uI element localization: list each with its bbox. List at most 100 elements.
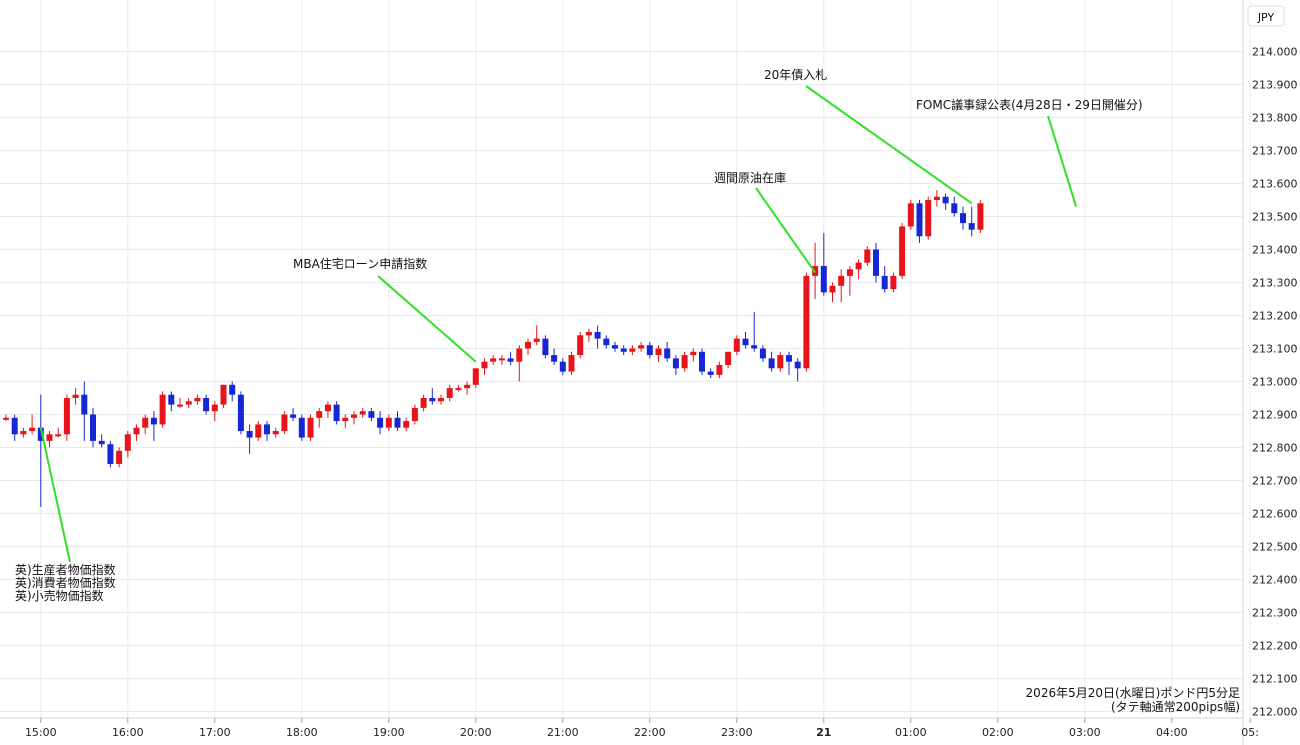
candle <box>629 345 636 356</box>
annotation-leader-line <box>755 187 816 274</box>
candle-body <box>394 417 401 428</box>
annotation-label: 英)小売物価指数 <box>15 588 104 603</box>
candle-body <box>90 414 96 441</box>
event-annotation: MBA住宅ローン申請指数 <box>293 256 477 363</box>
candle-body <box>281 414 288 431</box>
candle <box>846 266 853 296</box>
candle-body <box>681 355 688 369</box>
candle-body <box>342 417 349 422</box>
time-tick-label: 20:00 <box>460 726 492 739</box>
candle <box>290 407 297 422</box>
time-axis: 15:00 16:00 17:00 18:00 19:00 20:00 21:00 22:00… <box>25 718 1259 739</box>
candle-body <box>542 338 549 356</box>
candle <box>925 196 932 240</box>
candle <box>855 259 862 280</box>
time-tick-label: 21:00 <box>547 726 579 739</box>
candle-body <box>490 358 497 362</box>
candle-body <box>594 332 601 339</box>
candle-body <box>246 431 253 438</box>
candle-body <box>81 394 88 415</box>
candle <box>960 206 966 230</box>
price-tick-label: 213.300 <box>1252 277 1298 290</box>
candle-body <box>420 398 427 408</box>
candle <box>394 411 401 431</box>
time-tick-label: 17:00 <box>199 726 231 739</box>
candle <box>3 414 9 422</box>
candle <box>594 325 601 349</box>
price-tick-label: 212.800 <box>1252 442 1298 455</box>
candle-body <box>768 358 775 369</box>
candle-body <box>951 203 958 214</box>
candle <box>690 348 697 362</box>
candle <box>977 200 984 233</box>
candle-body <box>116 450 123 464</box>
candle <box>707 368 714 379</box>
candle <box>177 398 183 408</box>
annotation-leader-line <box>377 275 477 363</box>
candle-body <box>655 348 662 356</box>
candle-body <box>29 427 36 431</box>
candle <box>37 394 44 507</box>
candle-body <box>612 345 618 349</box>
annotation-label: 英)生産者物価指数 <box>15 562 116 577</box>
candle-body <box>472 368 479 385</box>
candle-body <box>255 424 262 438</box>
candle <box>150 411 157 441</box>
candle <box>255 421 262 441</box>
candle-body <box>890 275 897 290</box>
candle <box>498 355 505 365</box>
candle <box>542 335 549 359</box>
candle-body <box>699 351 705 372</box>
candle-body <box>803 275 810 369</box>
price-tick-label: 213.200 <box>1252 310 1298 323</box>
candle <box>507 351 514 365</box>
price-tick-label: 212.900 <box>1252 409 1298 422</box>
candle <box>907 200 914 230</box>
candle-body <box>672 358 679 369</box>
candle-body <box>551 355 558 362</box>
candle-body <box>525 341 531 349</box>
candle <box>533 325 540 346</box>
candle-body <box>829 285 836 293</box>
candle <box>672 355 679 375</box>
candle-body <box>585 332 592 336</box>
candle <box>464 381 471 395</box>
candle-body <box>916 203 923 237</box>
candle <box>655 345 662 362</box>
candle-body <box>690 351 697 356</box>
candle-body <box>533 338 540 342</box>
candle <box>46 431 53 448</box>
candle-body <box>72 394 79 398</box>
candle <box>777 351 784 372</box>
chart-caption-line2: (タテ軸通常200pips幅) <box>1111 699 1240 714</box>
time-tick-label: 04:00 <box>1156 726 1188 739</box>
candle <box>838 269 845 303</box>
candle <box>185 398 192 408</box>
event-annotation: 20年債入札 <box>764 67 973 205</box>
candle <box>116 447 123 468</box>
candle-body <box>481 361 488 369</box>
candle-body <box>351 414 357 418</box>
candle <box>951 196 958 217</box>
candle <box>472 368 479 389</box>
candle <box>351 411 357 425</box>
candle <box>525 338 531 356</box>
candle <box>63 394 70 441</box>
price-tick-label: 212.100 <box>1252 673 1298 686</box>
candle <box>133 424 140 441</box>
candle <box>612 341 618 352</box>
candle <box>72 388 79 405</box>
price-tick-label: 213.600 <box>1252 178 1298 191</box>
candle-body <box>707 371 714 375</box>
candle <box>646 341 653 359</box>
annotation-leader-line <box>805 85 973 205</box>
candle <box>11 414 18 441</box>
candle-body <box>820 266 827 293</box>
candle <box>942 193 949 210</box>
time-tick-label: 05: <box>1241 726 1259 739</box>
time-tick-label: 18:00 <box>286 726 318 739</box>
candle-body <box>124 434 131 451</box>
annotation-leader-line <box>39 427 71 563</box>
candle <box>168 391 175 412</box>
candle <box>455 384 462 392</box>
